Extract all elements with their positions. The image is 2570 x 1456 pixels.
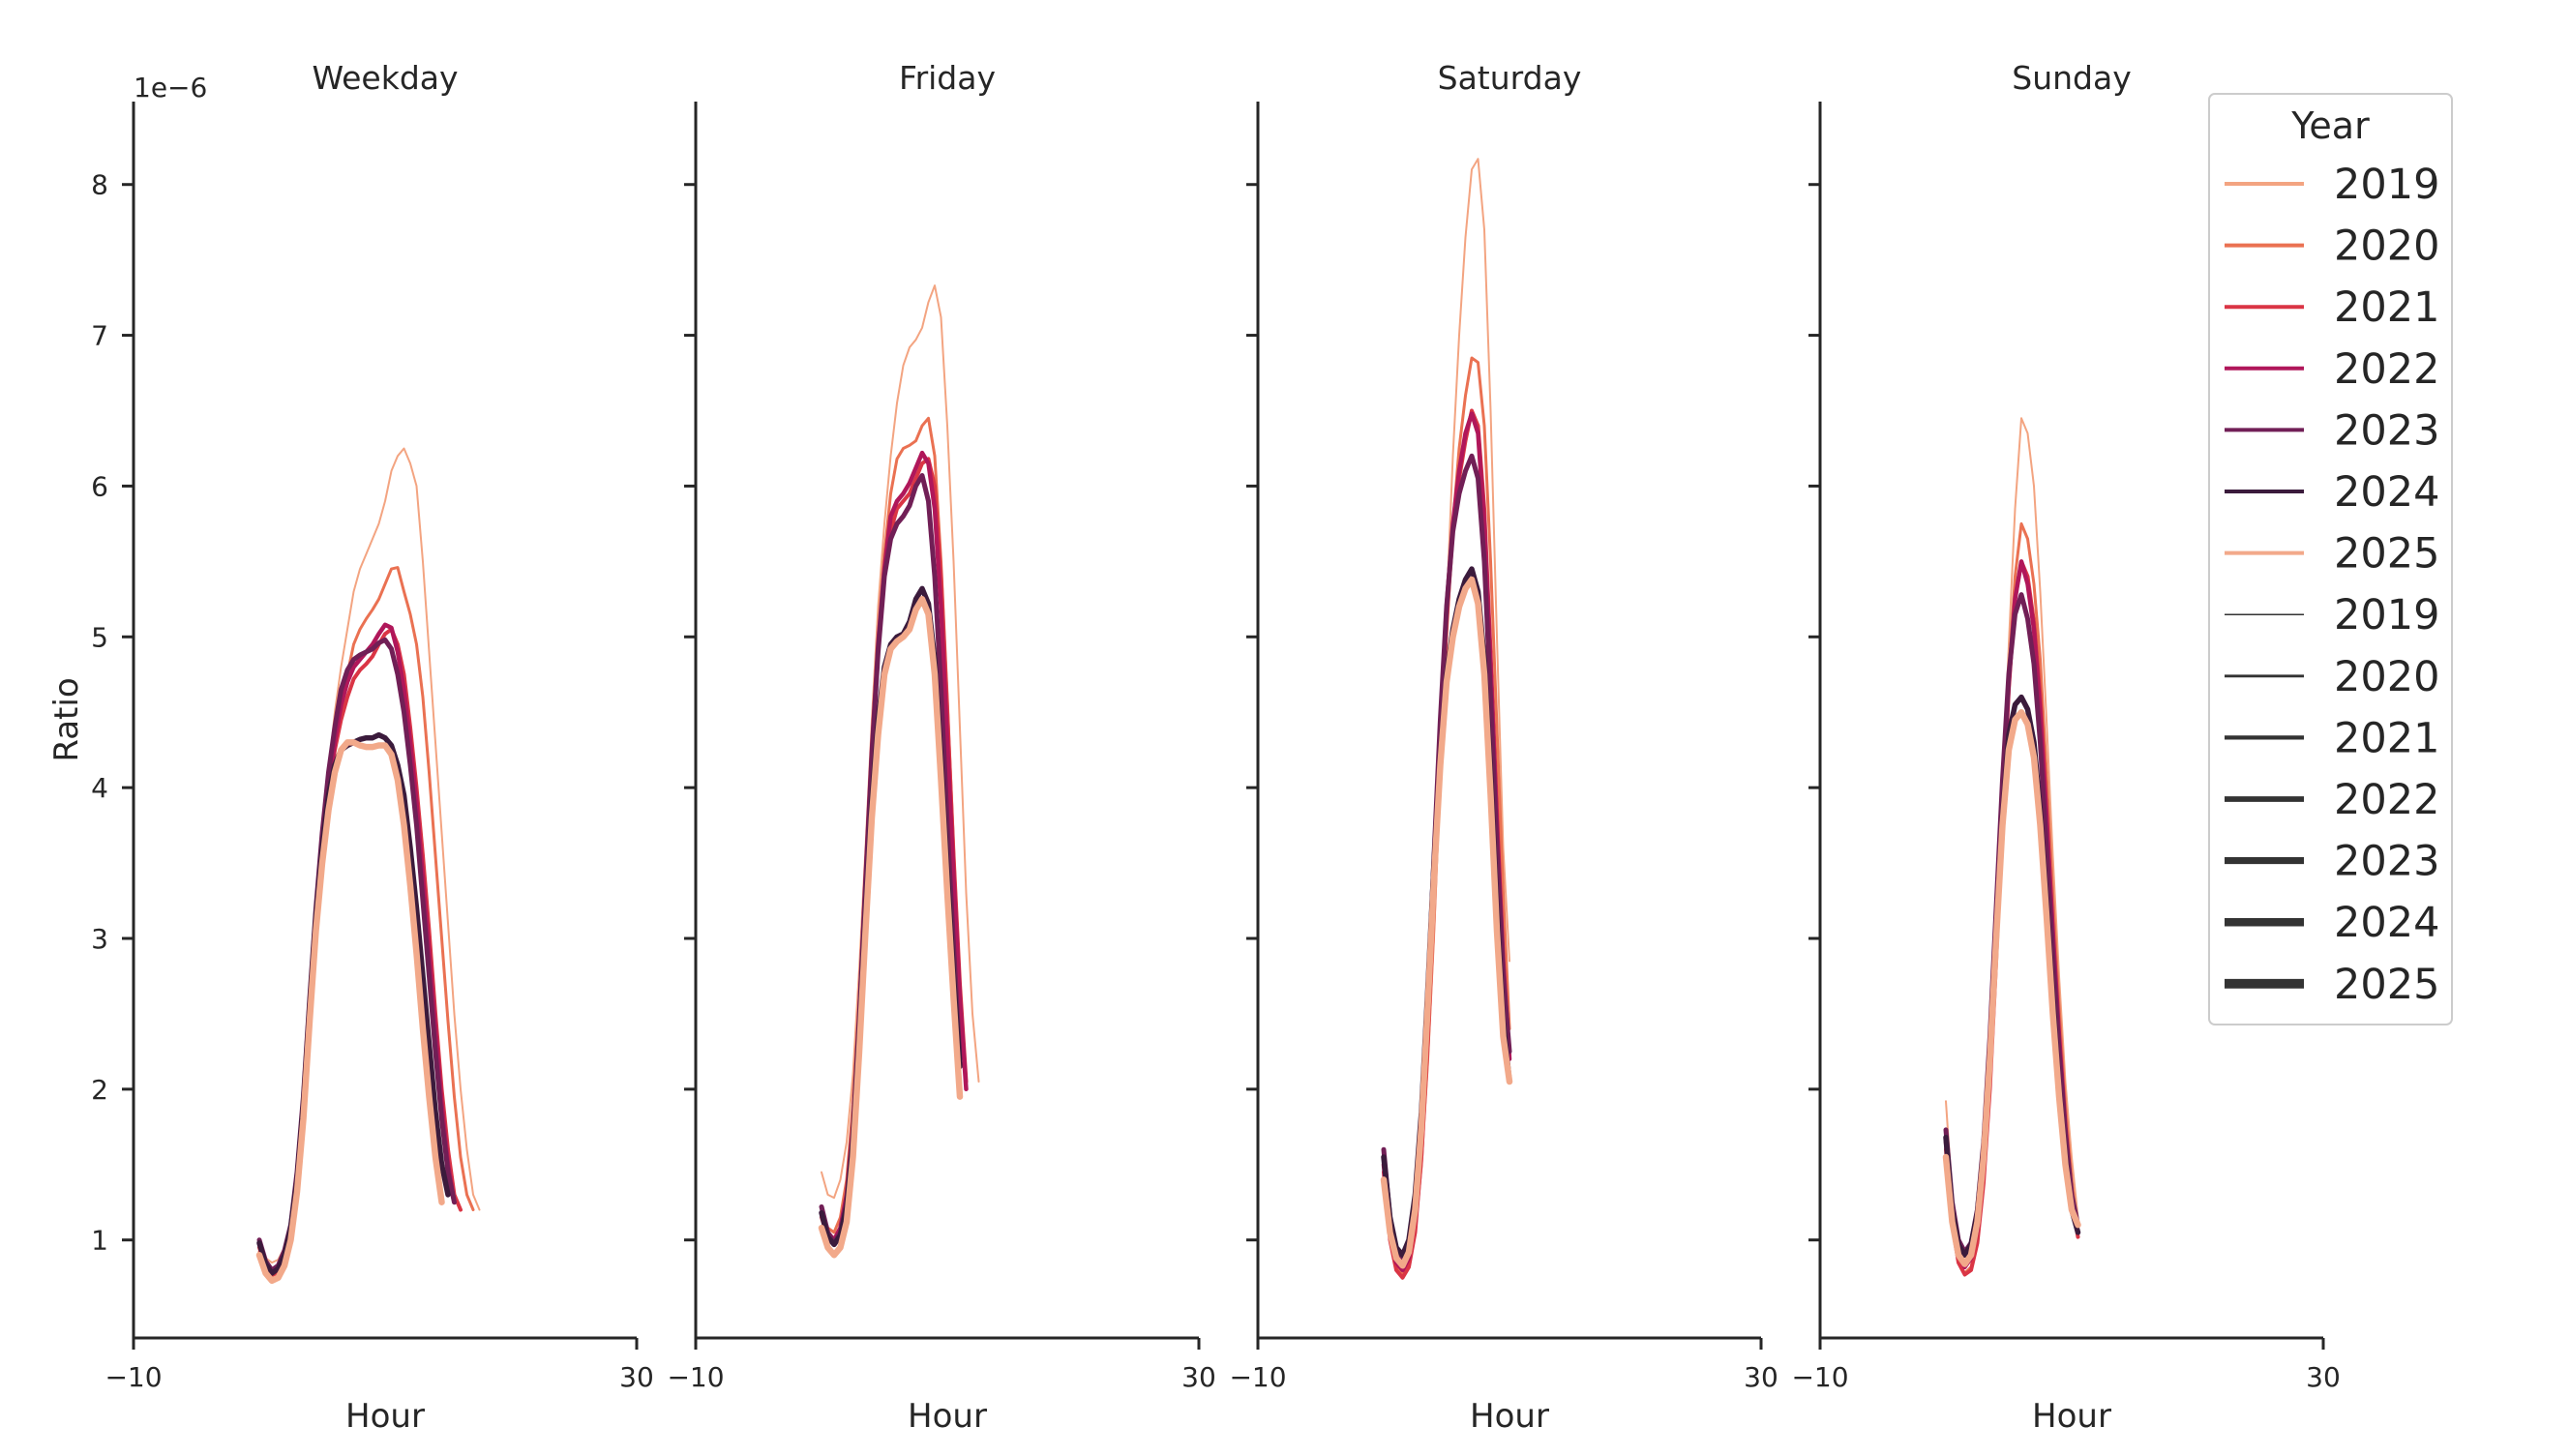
y-tick-label: 3 (91, 923, 108, 955)
series-line-2019 (821, 284, 980, 1200)
series-line-2025 (818, 596, 964, 1259)
x-tick-label: 30 (619, 1361, 654, 1393)
x-tick-label: −10 (105, 1361, 162, 1393)
y-axis-label: Ratio (47, 677, 86, 761)
legend-box (2208, 93, 2453, 1025)
y-tick-label: 4 (91, 772, 108, 804)
x-tick-label: 30 (1744, 1361, 1778, 1393)
panel-title: Saturday (1438, 59, 1582, 97)
panel-title: Sunday (2012, 59, 2131, 97)
x-axis-label: Hour (2032, 1397, 2111, 1436)
y-offset-text: 1e−6 (134, 72, 207, 104)
legend-label: 2021 (2334, 283, 2439, 332)
y-tick-label: 1 (91, 1225, 108, 1257)
x-axis-label: Hour (1470, 1397, 1549, 1436)
legend-label: 2019 (2334, 161, 2439, 209)
legend-label: 2020 (2334, 653, 2439, 701)
x-tick-label: 30 (1181, 1361, 1216, 1393)
legend-label: 2025 (2334, 530, 2439, 579)
legend-label: 2021 (2334, 714, 2439, 762)
y-tick-label: 2 (91, 1074, 108, 1106)
legend-label: 2024 (2334, 899, 2439, 947)
legend-label: 2024 (2334, 468, 2439, 517)
legend-title: Year (2290, 104, 2370, 147)
legend-label: 2022 (2334, 345, 2439, 394)
y-tick-label: 6 (91, 470, 108, 502)
x-tick-label: 30 (2306, 1361, 2341, 1393)
panel-title: Friday (899, 59, 996, 97)
panel-title: Weekday (312, 59, 458, 97)
series-line-2019 (1945, 417, 2079, 1263)
series-line-2025 (255, 739, 445, 1285)
x-tick-label: −10 (667, 1361, 724, 1393)
y-tick-label: 7 (91, 320, 108, 352)
legend-label: 2019 (2334, 591, 2439, 639)
series-line-2023 (1943, 592, 2080, 1255)
series-line-2025 (1942, 708, 2081, 1267)
legend-label: 2023 (2334, 406, 2439, 455)
y-tick-label: 8 (91, 169, 108, 201)
y-tick-label: 5 (91, 621, 108, 653)
x-tick-label: −10 (1229, 1361, 1286, 1393)
x-axis-label: Hour (345, 1397, 425, 1436)
series-line-2025 (1380, 576, 1513, 1269)
legend-label: 2025 (2334, 961, 2439, 1009)
legend-label: 2023 (2334, 838, 2439, 886)
x-axis-label: Hour (908, 1397, 987, 1436)
x-tick-label: −10 (1791, 1361, 1848, 1393)
legend-label: 2020 (2334, 223, 2439, 271)
series-line-2024 (819, 585, 963, 1248)
legend-label: 2022 (2334, 776, 2439, 824)
